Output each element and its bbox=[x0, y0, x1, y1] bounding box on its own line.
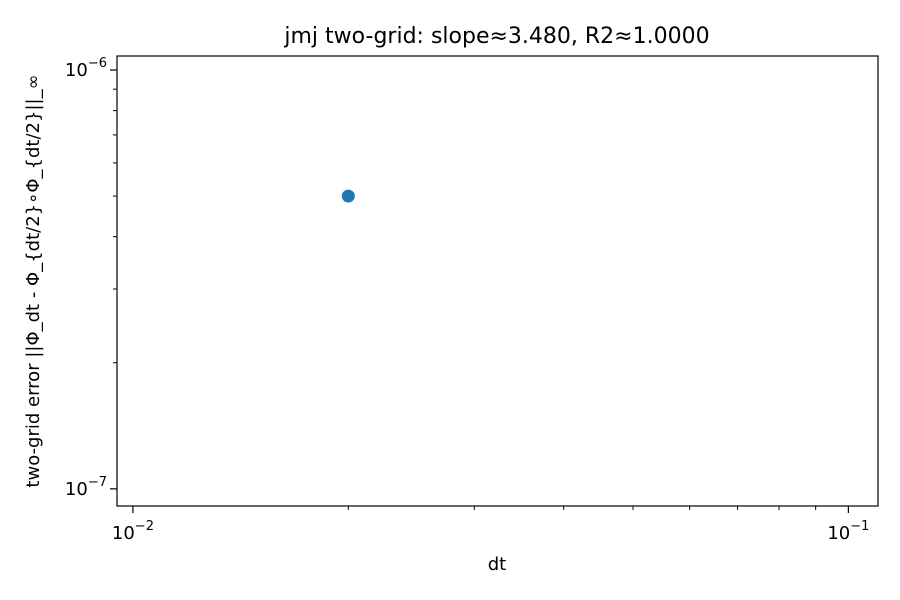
y-axis-label: two-grid error ||Φ_dt - Φ_{dt/2}∘Φ_{dt/2… bbox=[23, 74, 44, 487]
x-tick-label-1: 10−1 bbox=[827, 519, 869, 544]
y-axis-ticks: 10−7 10−6 bbox=[65, 56, 117, 500]
plot-area: 10−2 10−1 10−7 10−6 bbox=[65, 55, 879, 544]
y-tick-label-1: 10−6 bbox=[65, 56, 107, 81]
chart-title: jmj two-grid: slope≈3.480, R2≈1.0000 bbox=[283, 24, 709, 49]
axes-frame bbox=[116, 55, 879, 507]
x-axis-label: dt bbox=[488, 554, 506, 575]
data-point-0-0 bbox=[341, 189, 355, 203]
data-points bbox=[341, 189, 355, 203]
x-tick-label-0: 10−2 bbox=[112, 519, 154, 544]
y-tick-label-0: 10−7 bbox=[65, 475, 107, 500]
x-axis-ticks: 10−2 10−1 bbox=[112, 506, 869, 544]
